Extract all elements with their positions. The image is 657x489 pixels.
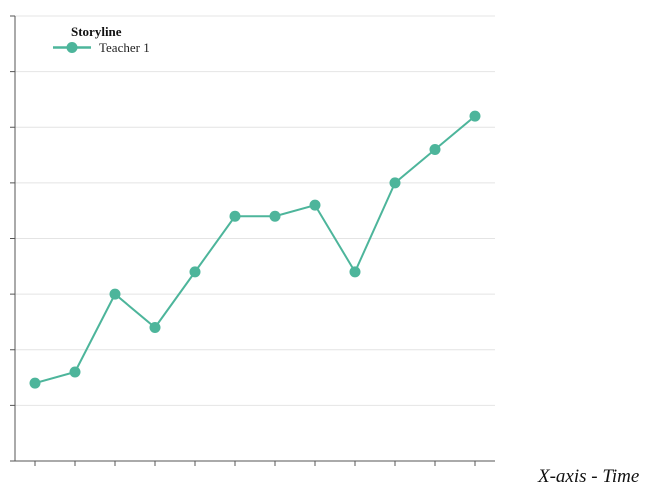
data-point — [309, 199, 321, 211]
data-point — [469, 110, 481, 122]
data-point — [349, 266, 361, 278]
legend-swatch-marker — [66, 42, 78, 53]
data-point — [69, 366, 81, 378]
series-layer — [29, 110, 481, 389]
axes — [10, 15, 495, 466]
data-point — [429, 144, 441, 155]
legend: Storyline Teacher 1 — [53, 24, 150, 55]
data-point — [389, 177, 401, 189]
grid-lines — [15, 15, 495, 406]
x-axis-label: X-axis - Time — [538, 466, 640, 487]
series-line — [34, 115, 476, 385]
legend-title: Storyline — [71, 24, 122, 39]
data-point — [149, 322, 161, 333]
data-point — [229, 210, 241, 222]
legend-series-label: Teacher 1 — [99, 40, 150, 55]
data-point — [189, 266, 201, 278]
data-point — [29, 377, 41, 389]
data-point — [109, 288, 121, 300]
data-point — [269, 210, 281, 222]
